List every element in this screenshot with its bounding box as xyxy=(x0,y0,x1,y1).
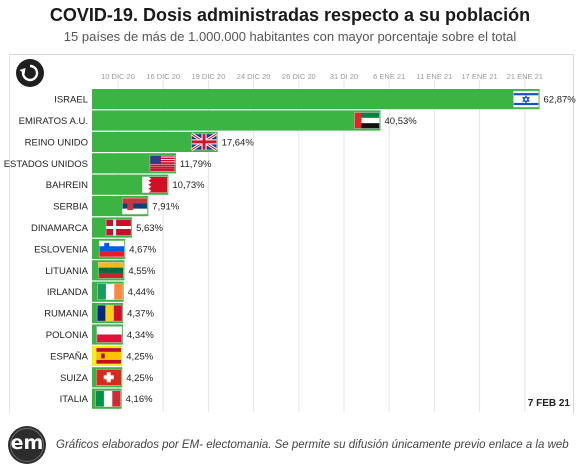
x-tick-label: 11 ENE 21 xyxy=(417,72,453,81)
category-label: ITALIA xyxy=(60,394,89,405)
x-tick-label: 19 DIC 20 xyxy=(192,72,226,81)
replay-icon xyxy=(19,64,39,82)
page-title: COVID-19. Dosis administradas respecto a… xyxy=(49,5,531,25)
uk-flag-icon xyxy=(190,132,218,152)
footer: em Gráficos elaborados por EM- electoman… xyxy=(0,418,580,467)
usa-flag-icon xyxy=(149,155,176,172)
category-label: ESLOVENIA xyxy=(34,244,89,255)
category-label: ESPAÑA xyxy=(50,351,89,362)
bar-chart: 10 DIC 20 16 DIC 20 19 DIC 20 24 DIC 20 26 D… xyxy=(4,72,577,412)
x-tick-label: 6 ENE 21 xyxy=(373,72,405,81)
category-label: IRLANDA xyxy=(47,287,89,298)
category-label: RUMANIA xyxy=(44,309,88,320)
uae-flag-icon xyxy=(354,112,380,129)
bar xyxy=(92,110,381,131)
x-tick-label: 31 DI 20 xyxy=(330,72,358,81)
value-label: 4,37% xyxy=(127,309,154,320)
value-label: 4,55% xyxy=(128,266,155,277)
bahrain-flag-icon xyxy=(142,176,168,193)
lithuania-flag-icon xyxy=(98,262,124,279)
footer-credit: Gráficos elaborados por EM- electomania.… xyxy=(56,439,569,451)
category-label: POLONIA xyxy=(46,330,89,341)
value-label: 11,79% xyxy=(180,159,212,170)
value-label: 4,25% xyxy=(126,351,153,362)
value-label: 5,63% xyxy=(136,223,163,234)
value-label: 4,34% xyxy=(127,330,154,341)
category-label: ISRAEL xyxy=(54,95,88,106)
denmark-flag-icon xyxy=(105,219,132,236)
x-tick-label: 16 DIC 20 xyxy=(146,72,180,81)
replay-button[interactable] xyxy=(16,59,44,87)
category-label: EMIRATOS A.U. xyxy=(19,116,88,127)
x-tick-label: 21 ENE 21 xyxy=(507,72,543,81)
category-label: LITUANIA xyxy=(45,266,88,277)
switzerland-flag-icon xyxy=(96,369,122,386)
spain-flag-icon xyxy=(96,347,122,365)
value-label: 62,87% xyxy=(544,95,577,106)
value-label: 17,64% xyxy=(222,137,255,148)
em-logo: em xyxy=(8,426,46,464)
x-tick-label: 26 DIC 20 xyxy=(282,72,316,81)
category-label: BAHREIN xyxy=(46,180,88,191)
bar xyxy=(92,131,218,152)
category-label: SUIZA xyxy=(60,373,89,384)
category-label: ESTADOS UNIDOS xyxy=(4,159,88,170)
value-label: 40,53% xyxy=(384,116,417,127)
category-label: DINAMARCA xyxy=(31,223,89,234)
category-label: SERBIA xyxy=(53,202,89,213)
x-tick-label: 24 DIC 20 xyxy=(237,72,271,81)
ireland-flag-icon xyxy=(97,283,123,300)
page-subtitle: 15 países de más de 1.000.000 habitantes… xyxy=(63,29,517,44)
italy-flag-icon xyxy=(95,390,121,407)
poland-flag-icon xyxy=(96,326,123,343)
bar xyxy=(92,89,540,110)
date-label: 7 FEB 21 xyxy=(527,398,570,409)
slovenia-flag-icon xyxy=(98,240,125,258)
chart-frame xyxy=(9,54,574,414)
value-label: 4,44% xyxy=(128,287,155,298)
value-label: 4,25% xyxy=(126,373,153,384)
category-label: REINO UNIDO xyxy=(25,137,88,148)
value-label: 4,16% xyxy=(126,394,153,405)
israel-flag-icon xyxy=(513,90,539,108)
value-label: 7,91% xyxy=(152,202,179,213)
romania-flag-icon xyxy=(96,304,123,322)
x-tick-label: 17 ENE 21 xyxy=(461,72,497,81)
x-tick-label: 10 DIC 20 xyxy=(101,72,135,81)
value-label: 10,73% xyxy=(172,180,205,191)
value-label: 4,67% xyxy=(129,244,156,255)
serbia-flag-icon xyxy=(122,197,148,215)
